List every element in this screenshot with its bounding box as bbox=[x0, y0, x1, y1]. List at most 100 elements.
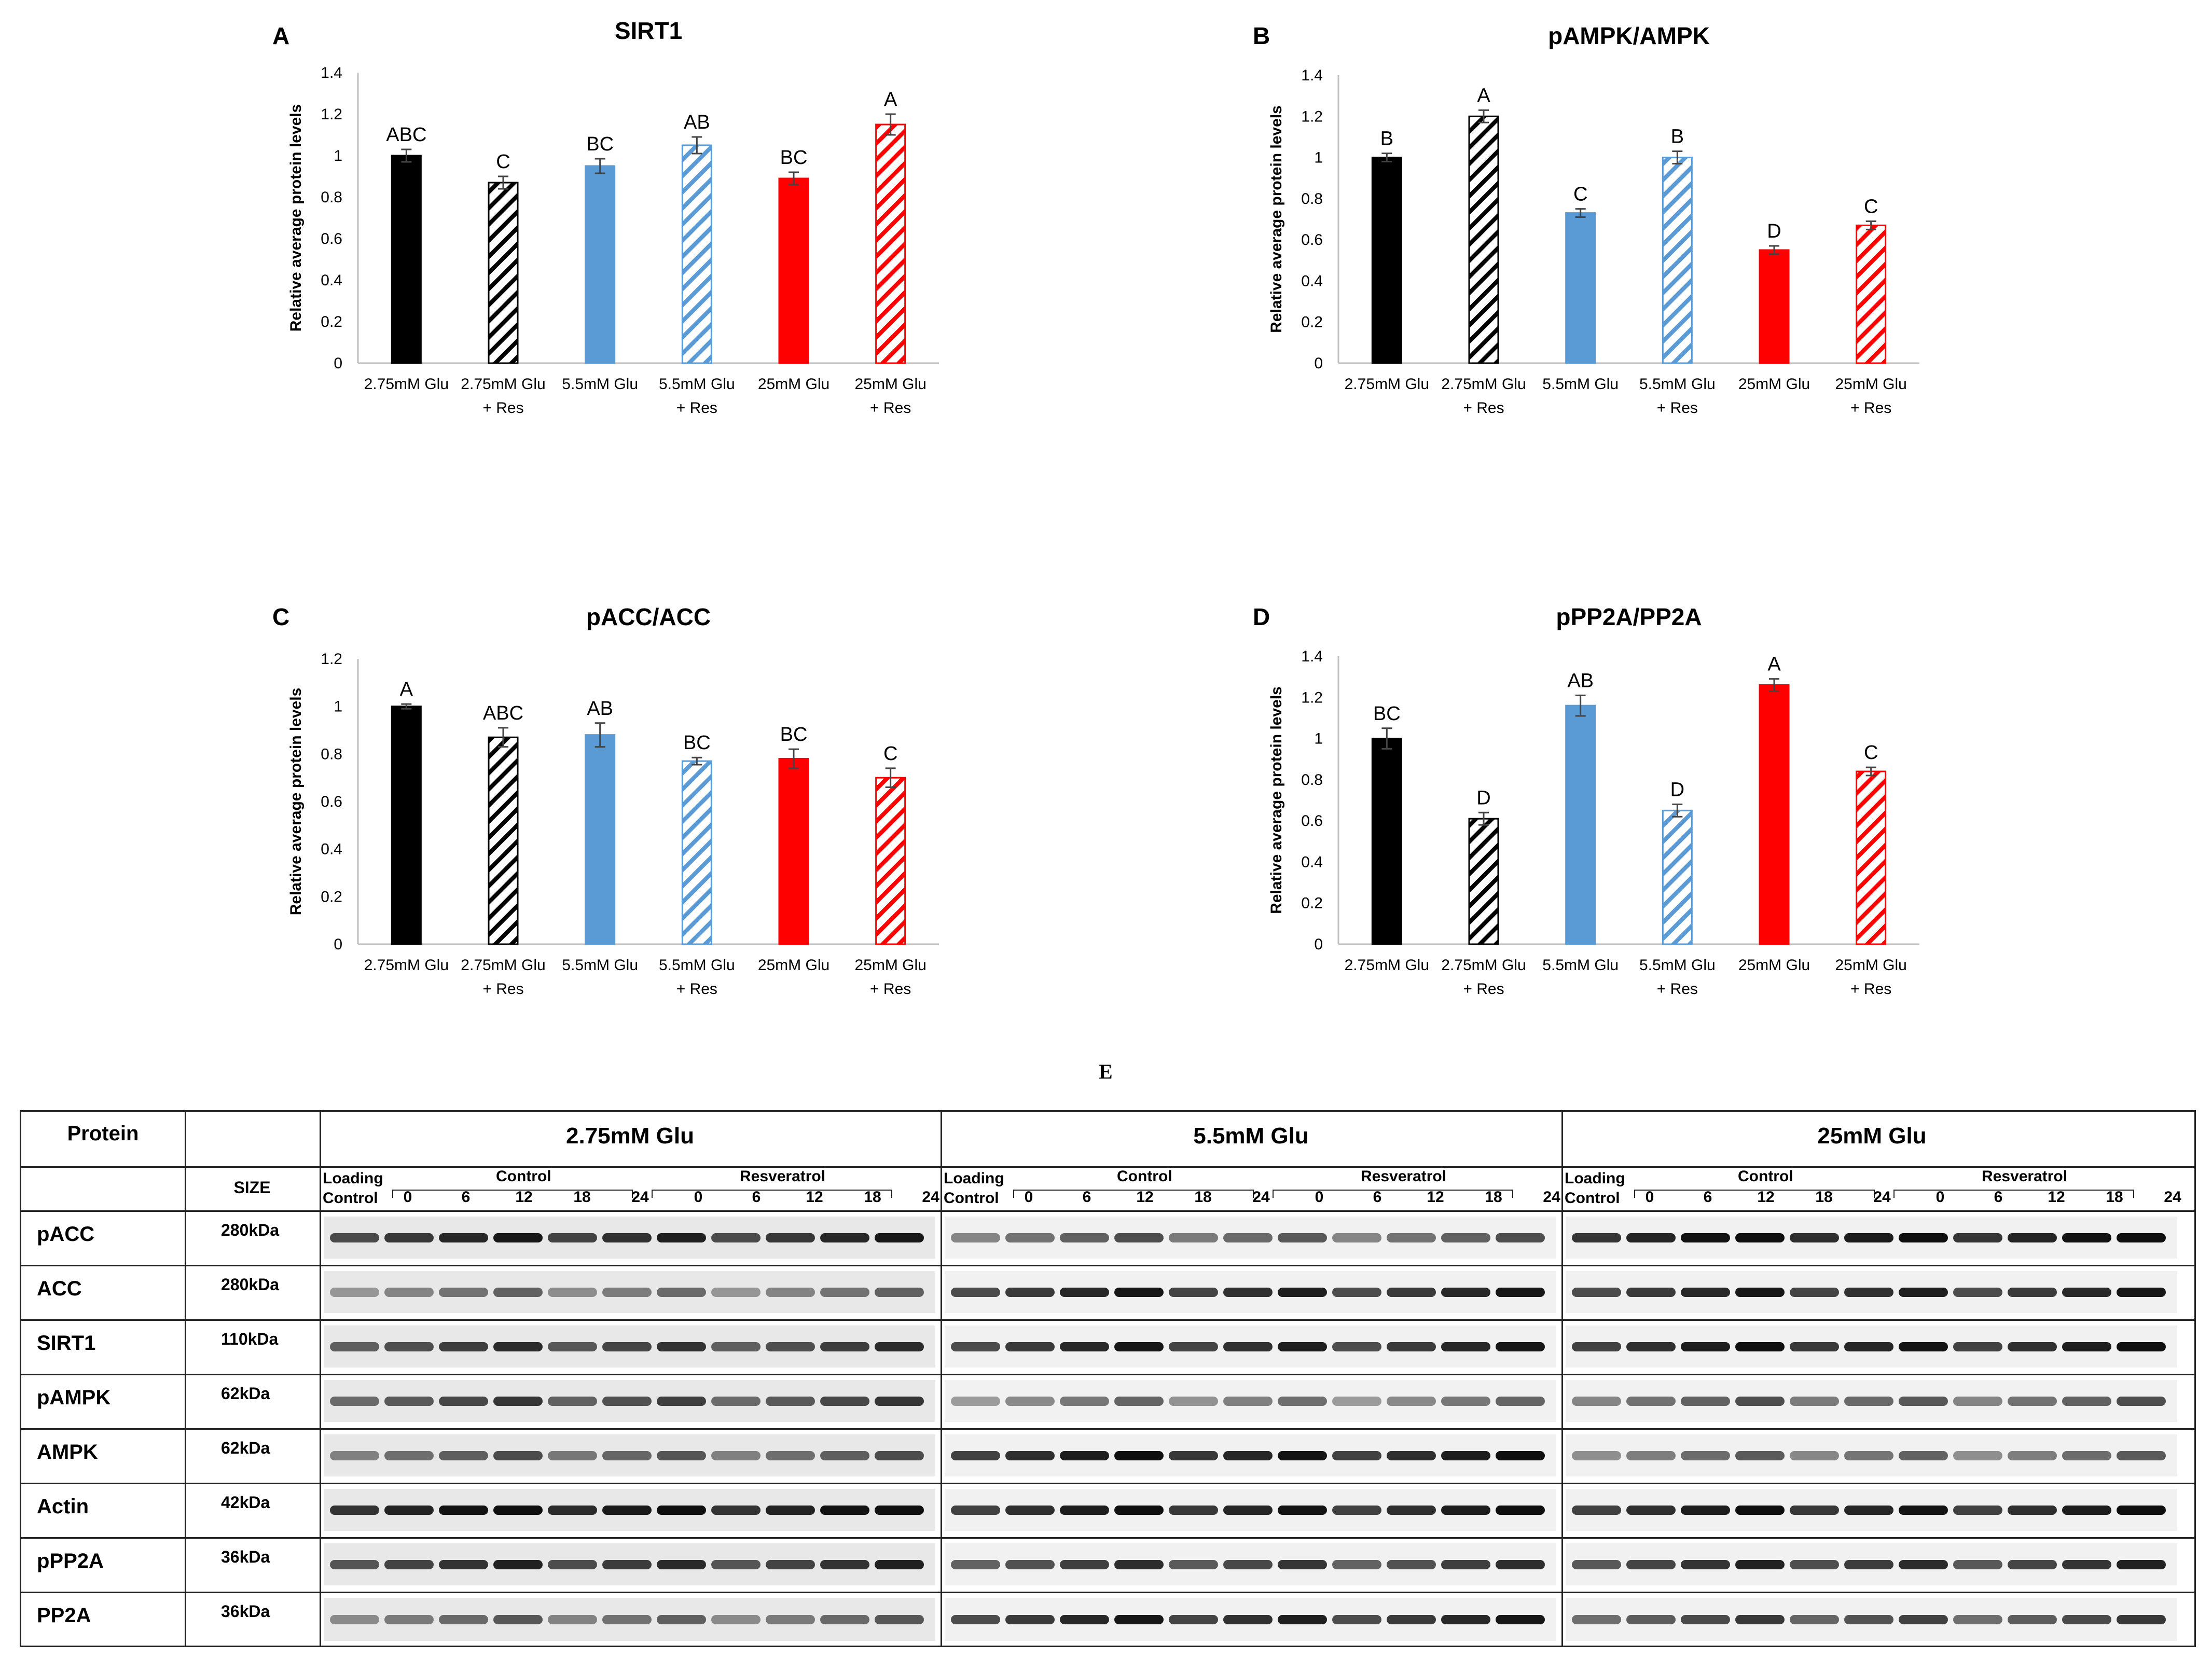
blot-band bbox=[439, 1287, 488, 1297]
blot-band bbox=[1953, 1451, 2002, 1460]
control-bracket bbox=[1013, 1190, 1254, 1198]
blot-band bbox=[766, 1614, 815, 1624]
blot-band bbox=[493, 1505, 543, 1515]
lane-label: 6 bbox=[461, 1189, 471, 1206]
blot-band bbox=[711, 1233, 761, 1242]
blot-band bbox=[1005, 1396, 1055, 1406]
y-tick-label: 1.2 bbox=[321, 651, 342, 668]
bar bbox=[585, 165, 616, 364]
x-tick-label: + Res bbox=[1850, 980, 1891, 998]
y-tick-label: 0.6 bbox=[321, 793, 342, 810]
blot-band bbox=[1387, 1614, 1436, 1624]
blot-band bbox=[1332, 1505, 1381, 1515]
blot-band bbox=[1844, 1614, 1893, 1624]
bar bbox=[681, 144, 712, 364]
blot-band bbox=[1681, 1396, 1730, 1406]
blot-band bbox=[1790, 1559, 1839, 1569]
blot-band bbox=[2117, 1287, 2166, 1297]
significance-letter: C bbox=[1573, 184, 1587, 205]
blot-band bbox=[1899, 1614, 1948, 1624]
blot-band bbox=[1572, 1451, 1621, 1460]
lane-label: 12 bbox=[1136, 1189, 1154, 1206]
x-tick-label: + Res bbox=[676, 399, 717, 417]
blot-band bbox=[1223, 1342, 1273, 1351]
x-tick-label: 25mM Glu bbox=[1835, 376, 1906, 393]
chart-title: pPP2A/PP2A bbox=[1556, 603, 1702, 630]
blot-band bbox=[330, 1559, 379, 1569]
blot-band bbox=[1790, 1287, 1839, 1297]
blot-band bbox=[1844, 1233, 1893, 1242]
blot-band bbox=[493, 1342, 543, 1351]
panel-label: D bbox=[1253, 603, 1270, 630]
blot-band bbox=[602, 1233, 652, 1242]
blot-strip bbox=[945, 1380, 1556, 1422]
blot-band bbox=[875, 1505, 924, 1515]
group-control-label: Control bbox=[1117, 1168, 1172, 1185]
blot-band bbox=[1387, 1505, 1436, 1515]
x-tick-label: 5.5mM Glu bbox=[659, 957, 735, 974]
significance-letter: AB bbox=[1567, 670, 1594, 692]
blot-band bbox=[1278, 1342, 1327, 1351]
x-tick-label: + Res bbox=[870, 980, 911, 998]
blot-band bbox=[1332, 1451, 1381, 1460]
bar bbox=[1662, 157, 1693, 364]
blot-band bbox=[1790, 1505, 1839, 1515]
lane-label: 0 bbox=[694, 1189, 703, 1206]
blot-band bbox=[1953, 1287, 2002, 1297]
lane-label: 0 bbox=[1645, 1189, 1654, 1206]
blot-band bbox=[820, 1451, 869, 1460]
lane-label: 12 bbox=[2048, 1189, 2065, 1206]
lane-label: 6 bbox=[1082, 1189, 1091, 1206]
blot-band bbox=[548, 1342, 597, 1351]
y-axis-label: Relative average protein levels bbox=[287, 688, 305, 916]
blot-band bbox=[1735, 1396, 1785, 1406]
blot-band bbox=[1114, 1342, 1164, 1351]
x-tick-label: 25mM Glu bbox=[854, 376, 926, 393]
blot-band bbox=[2117, 1559, 2166, 1569]
row-size-label: 36kDa bbox=[221, 1602, 270, 1621]
blot-band bbox=[1496, 1287, 1545, 1297]
chart-a: A SIRT1 0 0.2 0.4 0.6 0.8 1 1.2 1.4 Relative avera… bbox=[272, 17, 939, 417]
blot-band bbox=[384, 1233, 434, 1242]
lane-label: 12 bbox=[1427, 1189, 1444, 1206]
blot-band bbox=[1387, 1342, 1436, 1351]
blot-band bbox=[1387, 1287, 1436, 1297]
row-protein-label: pPP2A bbox=[37, 1550, 104, 1572]
blot-band bbox=[2008, 1451, 2057, 1460]
blot-band bbox=[1899, 1233, 1948, 1242]
x-tick-label: 5.5mM Glu bbox=[1542, 376, 1619, 393]
blot-band bbox=[2117, 1505, 2166, 1515]
blot-strip bbox=[324, 1271, 935, 1313]
significance-letter: BC bbox=[683, 732, 711, 754]
blot-strip bbox=[945, 1434, 1556, 1476]
blot-band bbox=[951, 1342, 1000, 1351]
panel-label: A bbox=[272, 22, 289, 49]
blot-band bbox=[1114, 1396, 1164, 1406]
blot-strip bbox=[324, 1598, 935, 1641]
blot-band bbox=[711, 1614, 761, 1624]
blot-strip bbox=[1566, 1217, 2177, 1259]
blot-band bbox=[602, 1614, 652, 1624]
blot-band bbox=[1114, 1233, 1164, 1242]
blot-strip bbox=[945, 1325, 1556, 1368]
lane-label: 18 bbox=[1194, 1189, 1212, 1206]
blot-band bbox=[1441, 1614, 1490, 1624]
blot-band bbox=[384, 1451, 434, 1460]
blot-band bbox=[1005, 1233, 1055, 1242]
lane-label: 0 bbox=[1936, 1189, 1945, 1206]
blot-band bbox=[493, 1559, 543, 1569]
blot-band bbox=[1060, 1505, 1109, 1515]
blot-band bbox=[657, 1451, 706, 1460]
blot-band bbox=[439, 1396, 488, 1406]
lane-label: 12 bbox=[806, 1189, 823, 1206]
blot-band bbox=[1626, 1233, 1676, 1242]
chart-title: pAMPK/AMPK bbox=[1548, 22, 1710, 49]
panel-label: C bbox=[272, 603, 289, 630]
blot-band bbox=[2062, 1505, 2111, 1515]
blot-band bbox=[1681, 1451, 1730, 1460]
lane-label: 6 bbox=[752, 1189, 761, 1206]
blot-strip bbox=[945, 1543, 1556, 1585]
blot-band bbox=[657, 1233, 706, 1242]
significance-letter: BC bbox=[780, 147, 808, 169]
